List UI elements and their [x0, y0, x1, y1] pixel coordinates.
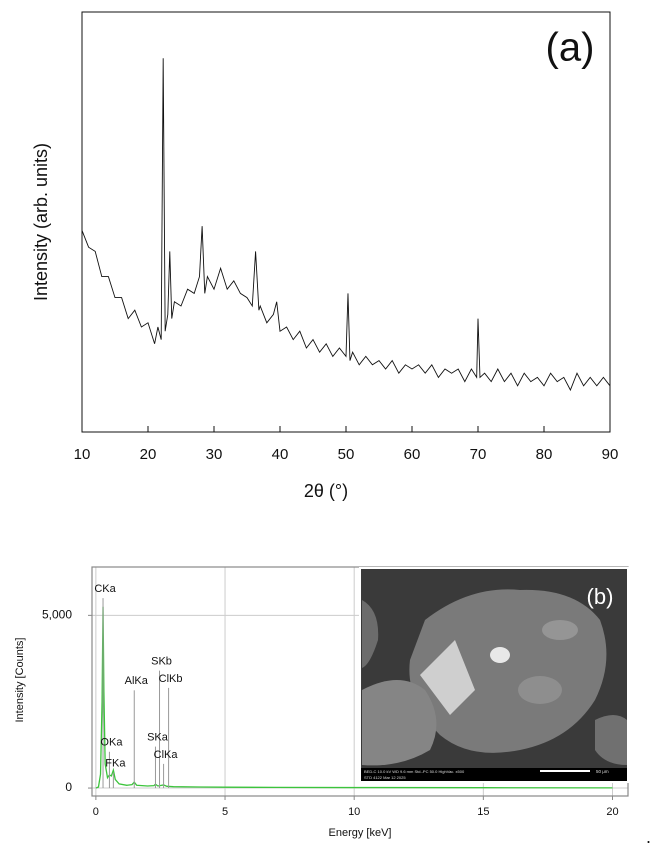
x-tick-label: 80 — [536, 446, 553, 463]
y-axis-label: Intensity (arb. units) — [31, 143, 51, 301]
sem-info: STD 4122 Mar 12 2025 — [364, 775, 406, 780]
x-tick-label: 50 — [338, 446, 355, 463]
panel-label: (a) — [546, 26, 595, 70]
peak-label: SKb — [151, 656, 172, 668]
sem-spot — [518, 676, 562, 704]
x-tick-label: 90 — [602, 446, 619, 463]
data-line — [81, 58, 611, 392]
x-tick-label: 10 — [348, 806, 360, 818]
sem-scale-label: 50 μm — [596, 769, 609, 774]
sem-image: (b) BED-C 10.0 kV WD 9.6 mm Std.-PC 50.0 … — [359, 567, 629, 783]
sem-particle — [595, 715, 627, 765]
sem-facet — [420, 640, 475, 715]
x-tick-label: 30 — [206, 446, 223, 463]
y-tick-label: 0 — [65, 780, 72, 794]
data-line — [95, 606, 613, 789]
peak-label: SKa — [147, 732, 169, 744]
plot-frame — [81, 11, 611, 433]
y-tick-label: 5,000 — [42, 608, 72, 622]
x-tick-label: 20 — [140, 446, 157, 463]
peak-label: AlKa — [125, 675, 149, 687]
sem-particle — [362, 600, 379, 668]
sem-spot — [490, 647, 510, 663]
peak-label: ClKa — [154, 749, 179, 761]
peak-label: CKa — [94, 583, 116, 595]
x-tick-label: 20 — [606, 806, 618, 818]
x-tick-label: 10 — [74, 446, 91, 463]
peak-label: OKa — [100, 737, 123, 749]
x-tick-label: 15 — [477, 806, 489, 818]
x-tick-label: 40 — [272, 446, 289, 463]
peak-label: ClKb — [159, 673, 183, 685]
x-tick-label: 5 — [222, 806, 228, 818]
y-axis-label: Intensity [Counts] — [14, 638, 26, 723]
sem-info: BED-C 10.0 kV WD 9.6 mm Std.-PC 50.0 Hig… — [364, 769, 465, 774]
x-axis-label: Energy [keV] — [329, 827, 392, 839]
sem-label: (b) — [587, 584, 614, 609]
x-tick-label: 70 — [470, 446, 487, 463]
sem-particle — [362, 680, 437, 766]
x-tick-label: 60 — [404, 446, 421, 463]
end-mark: . — [646, 827, 651, 847]
peak-label: FKa — [105, 757, 126, 769]
x-tick-label: 0 — [93, 806, 99, 818]
sem-spot — [542, 620, 578, 640]
x-axis-label: 2θ (°) — [304, 481, 348, 501]
